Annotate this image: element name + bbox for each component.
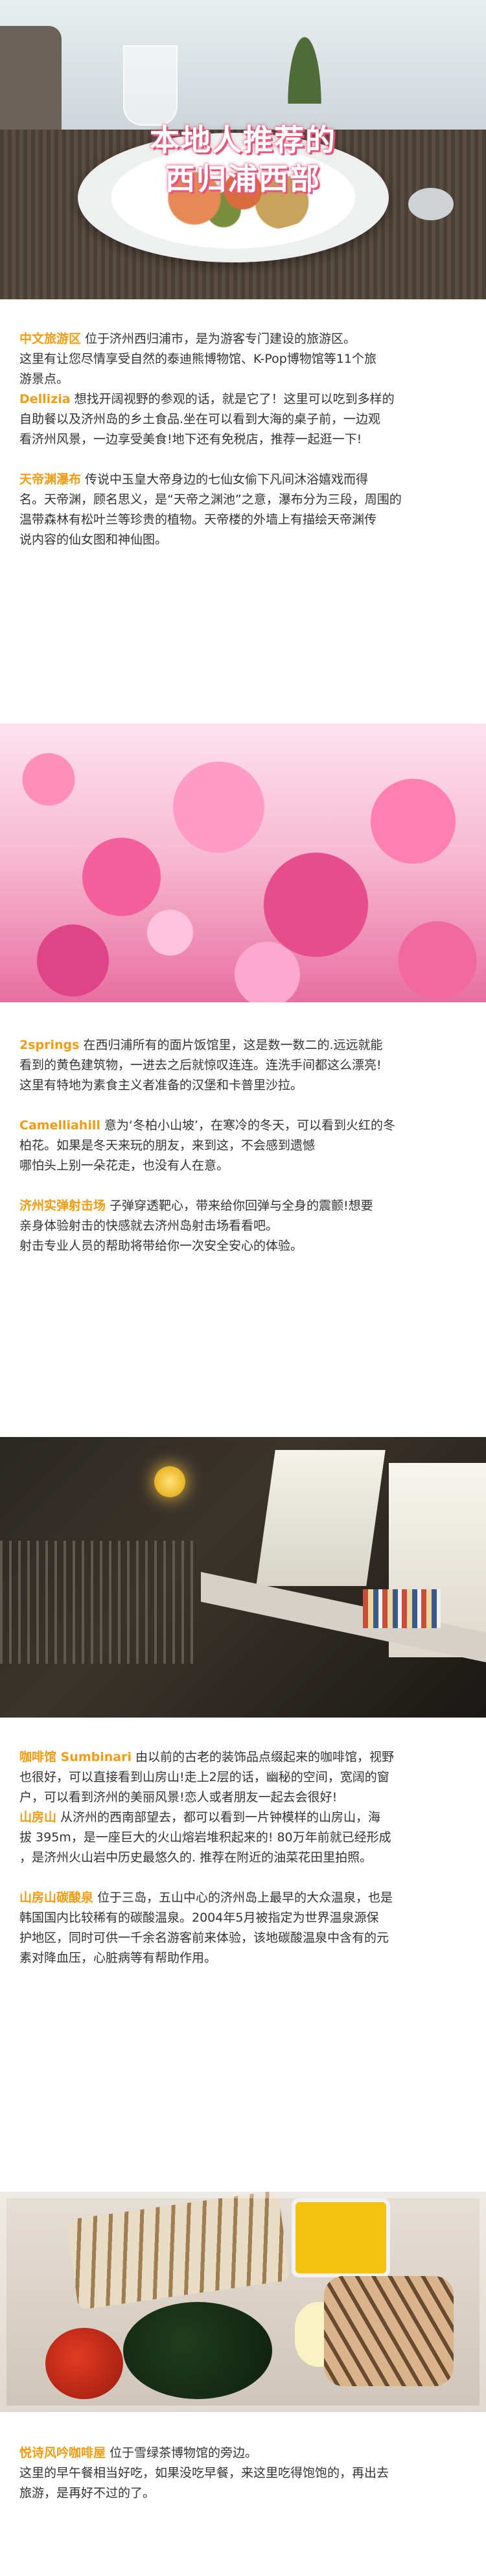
hero-title-line1: 本地人推荐的	[150, 122, 336, 157]
window-view	[0, 0, 486, 149]
section-2: 2springs 在西归浦所有的面片饭馆里，这是数一数二的.远远就能 看到的黄色…	[19, 1035, 467, 1256]
text-line: 这里的早午餐相当好吃，如果没吃早餐，来这里吃得饱饱的，再出去	[19, 2466, 389, 2480]
stair-rail	[0, 1541, 194, 1664]
text-line: 子弹穿透靶心，带来给你回弹与全身的震颤!想要	[106, 1199, 373, 1213]
section-1: 中文旅游区 位于济州西归浦市，是为游客专门建设的旅游区。 这里有让您尽情享受自然…	[19, 329, 467, 550]
tray-border	[0, 2192, 486, 2412]
text-line: 意为‘冬柏小山坡’，在寒冷的冬天，可以看到火红的冬	[100, 1118, 395, 1133]
water-glass	[123, 45, 178, 126]
text-line: 哪怕头上别一朵花走，也没有人在意。	[19, 1158, 229, 1173]
text-line: 柏花。如果是冬天来玩的朋友，来到这，不会感到遗憾	[19, 1138, 316, 1153]
text-line: 从济州的西南部望去，都可以看到一片钟模样的山房山，海	[56, 1810, 381, 1824]
cafe-interior-photo	[0, 1437, 486, 1718]
text-line: 位于济州西归浦市，是为游客专门建设的旅游区。	[81, 332, 356, 346]
keyword: 咖啡馆 Sumbinari	[19, 1750, 132, 1764]
text-line: 温带森林有松叶兰等珍贵的植物。天帝楼的外墙上有描绘天帝渊传	[19, 512, 377, 527]
paragraph-dellizia: Dellizia 想找开阔视野的参观的话，就是它了！这里可以吃到多样的 自助餐以…	[19, 389, 467, 450]
hero-title-line2: 西归浦西部	[165, 161, 321, 196]
section-4: 悦诗风吟咖啡屋 位于雪绿茶博物馆的旁边。 这里的早午餐相当好吃，如果没吃早餐，来…	[19, 2443, 467, 2503]
text-line: 亲身体验射击的快感就去济州岛射击场看看吧。	[19, 1219, 279, 1233]
text-line: 护地区，同时可供一千余名游客前来体验，该地碳酸温泉中含有的元	[19, 1931, 389, 1945]
paragraph-cheonjeyeon: 天帝渊瀑布 传说中玉皇大帝身边的七仙女偷下凡间沐浴嬉戏而得 名。天帝渊，顾名思义…	[19, 470, 467, 550]
text-line: 拔 395m，是一座巨大的火山熔岩堆积起来的! 80万年前就已经形成	[19, 1830, 391, 1845]
keyword: Dellizia	[19, 392, 71, 406]
text-line: 自助餐以及济州岛的乡土食品.坐在可以看到大海的桌子前，一边观	[19, 412, 381, 426]
text-line: 这里有让您尽情享受自然的泰迪熊博物馆、K-Pop博物馆等11个旅	[19, 352, 376, 366]
paragraph-jungmun: 中文旅游区 位于济州西归浦市，是为游客专门建设的旅游区。 这里有让您尽情享受自然…	[19, 329, 467, 389]
text-line: 位于雪绿茶博物馆的旁边。	[106, 2446, 258, 2460]
text-line: 素对降血压，心脏病等有帮助作用。	[19, 1951, 217, 1965]
text-line: 说内容的仙女图和神仙图。	[19, 533, 168, 547]
paragraph-innisfree: 悦诗风吟咖啡屋 位于雪绿茶博物馆的旁边。 这里的早午餐相当好吃，如果没吃早餐，来…	[19, 2443, 467, 2503]
grilled-meat	[324, 2276, 454, 2386]
red-pepper	[45, 2328, 123, 2399]
text-line: 这里有特地为素食主义者准备的汉堡和卡普里沙拉。	[19, 1078, 303, 1092]
greens	[123, 2302, 272, 2399]
keyword: 中文旅游区	[19, 332, 82, 346]
hero-photo: 本地人推荐的 西归浦西部	[0, 0, 486, 299]
text-line: 韩国国内比较稀有的碳酸温泉。2004年5月被指定为世界温泉源保	[19, 1911, 379, 1925]
text-line: 游景点。	[19, 372, 69, 386]
keyword: 天帝渊瀑布	[19, 472, 82, 487]
spoon	[408, 188, 454, 220]
paragraph-sanbangsan: 山房山 从济州的西南部望去，都可以看到一片钟模样的山房山，海 拔 395m，是一…	[19, 1808, 467, 1868]
paragraph-2springs: 2springs 在西归浦所有的面片饭馆里，这是数一数二的.远远就能 看到的黄色…	[19, 1035, 467, 1096]
keyword: 悦诗风吟咖啡屋	[19, 2446, 106, 2460]
window	[256, 1450, 386, 1586]
azalea-flowers-photo	[0, 724, 486, 1002]
keyword: Camelliahill	[19, 1118, 100, 1133]
text-line: 想找开阔视野的参观的话，就是它了！这里可以吃到多样的	[70, 392, 395, 406]
text-line: 在西归浦所有的面片饭馆里，这是数一数二的.远远就能	[79, 1038, 383, 1052]
text-line: ，是济州火山岩中历史最悠久的. 推荐在附近的油菜花田里拍照。	[19, 1850, 373, 1865]
paragraph-shooting-range: 济州实弹射击场 子弹穿透靶心，带来给你回弹与全身的震颤!想要 亲身体验射击的快感…	[19, 1196, 467, 1256]
text-line: 由以前的古老的装饰品点缀起来的咖啡馆，视野	[131, 1750, 395, 1764]
brunch-food-photo	[0, 2192, 486, 2412]
soup-cup	[292, 2198, 390, 2277]
food-on-plate	[136, 155, 330, 233]
text-line: 位于三岛，五山中心的济州岛上最早的大众温泉，也是	[93, 1891, 393, 1905]
text-line: 户，可以看到济州的美丽风景!恋人或者朋友一起去会很好!	[19, 1790, 338, 1804]
paragraph-camelliahill: Camelliahill 意为‘冬柏小山坡’，在寒冷的冬天，可以看到火红的冬 柏…	[19, 1116, 467, 1176]
books	[363, 1589, 441, 1628]
paragraph-carbonate-spring: 山房山碳酸泉 位于三岛，五山中心的济州岛上最早的大众温泉，也是 韩国国内比较稀有…	[19, 1888, 467, 1968]
text-line: 旅游，是再好不过的了。	[19, 2486, 156, 2500]
text-line: 名。天帝渊，顾名思义，是“天帝之渊池”之意，瀑布分为三段，周围的	[19, 492, 402, 507]
keyword: 山房山碳酸泉	[19, 1891, 94, 1905]
keyword: 山房山	[19, 1810, 57, 1824]
text-line: 看到的黄色建筑物，一进去之后就惊叹连连。连洗手间都这么漂亮!	[19, 1058, 382, 1072]
pendant-lamp	[154, 1466, 185, 1497]
text-line: 射击专业人员的帮助将带给你一次安全安心的体验。	[19, 1239, 303, 1253]
paragraph-sumbinari: 咖啡馆 Sumbinari 由以前的古老的装饰品点缀起来的咖啡馆，视野 也很好，…	[19, 1747, 467, 1808]
keyword: 济州实弹射击场	[19, 1199, 106, 1213]
text-line: 看济州风景，一边享受美食!地下还有免税店，推荐一起逛一下!	[19, 432, 362, 446]
text-line: 传说中玉皇大帝身边的七仙女偷下凡间沐浴嬉戏而得	[81, 472, 369, 487]
keyword: 2springs	[19, 1038, 80, 1052]
plant	[285, 26, 324, 104]
text-line: 也很好，可以直接看到山房山!走上2层的话，幽秘的空间，宽阔的窗	[19, 1770, 389, 1784]
section-3: 咖啡馆 Sumbinari 由以前的古老的装饰品点缀起来的咖啡馆，视野 也很好，…	[19, 1747, 467, 1968]
